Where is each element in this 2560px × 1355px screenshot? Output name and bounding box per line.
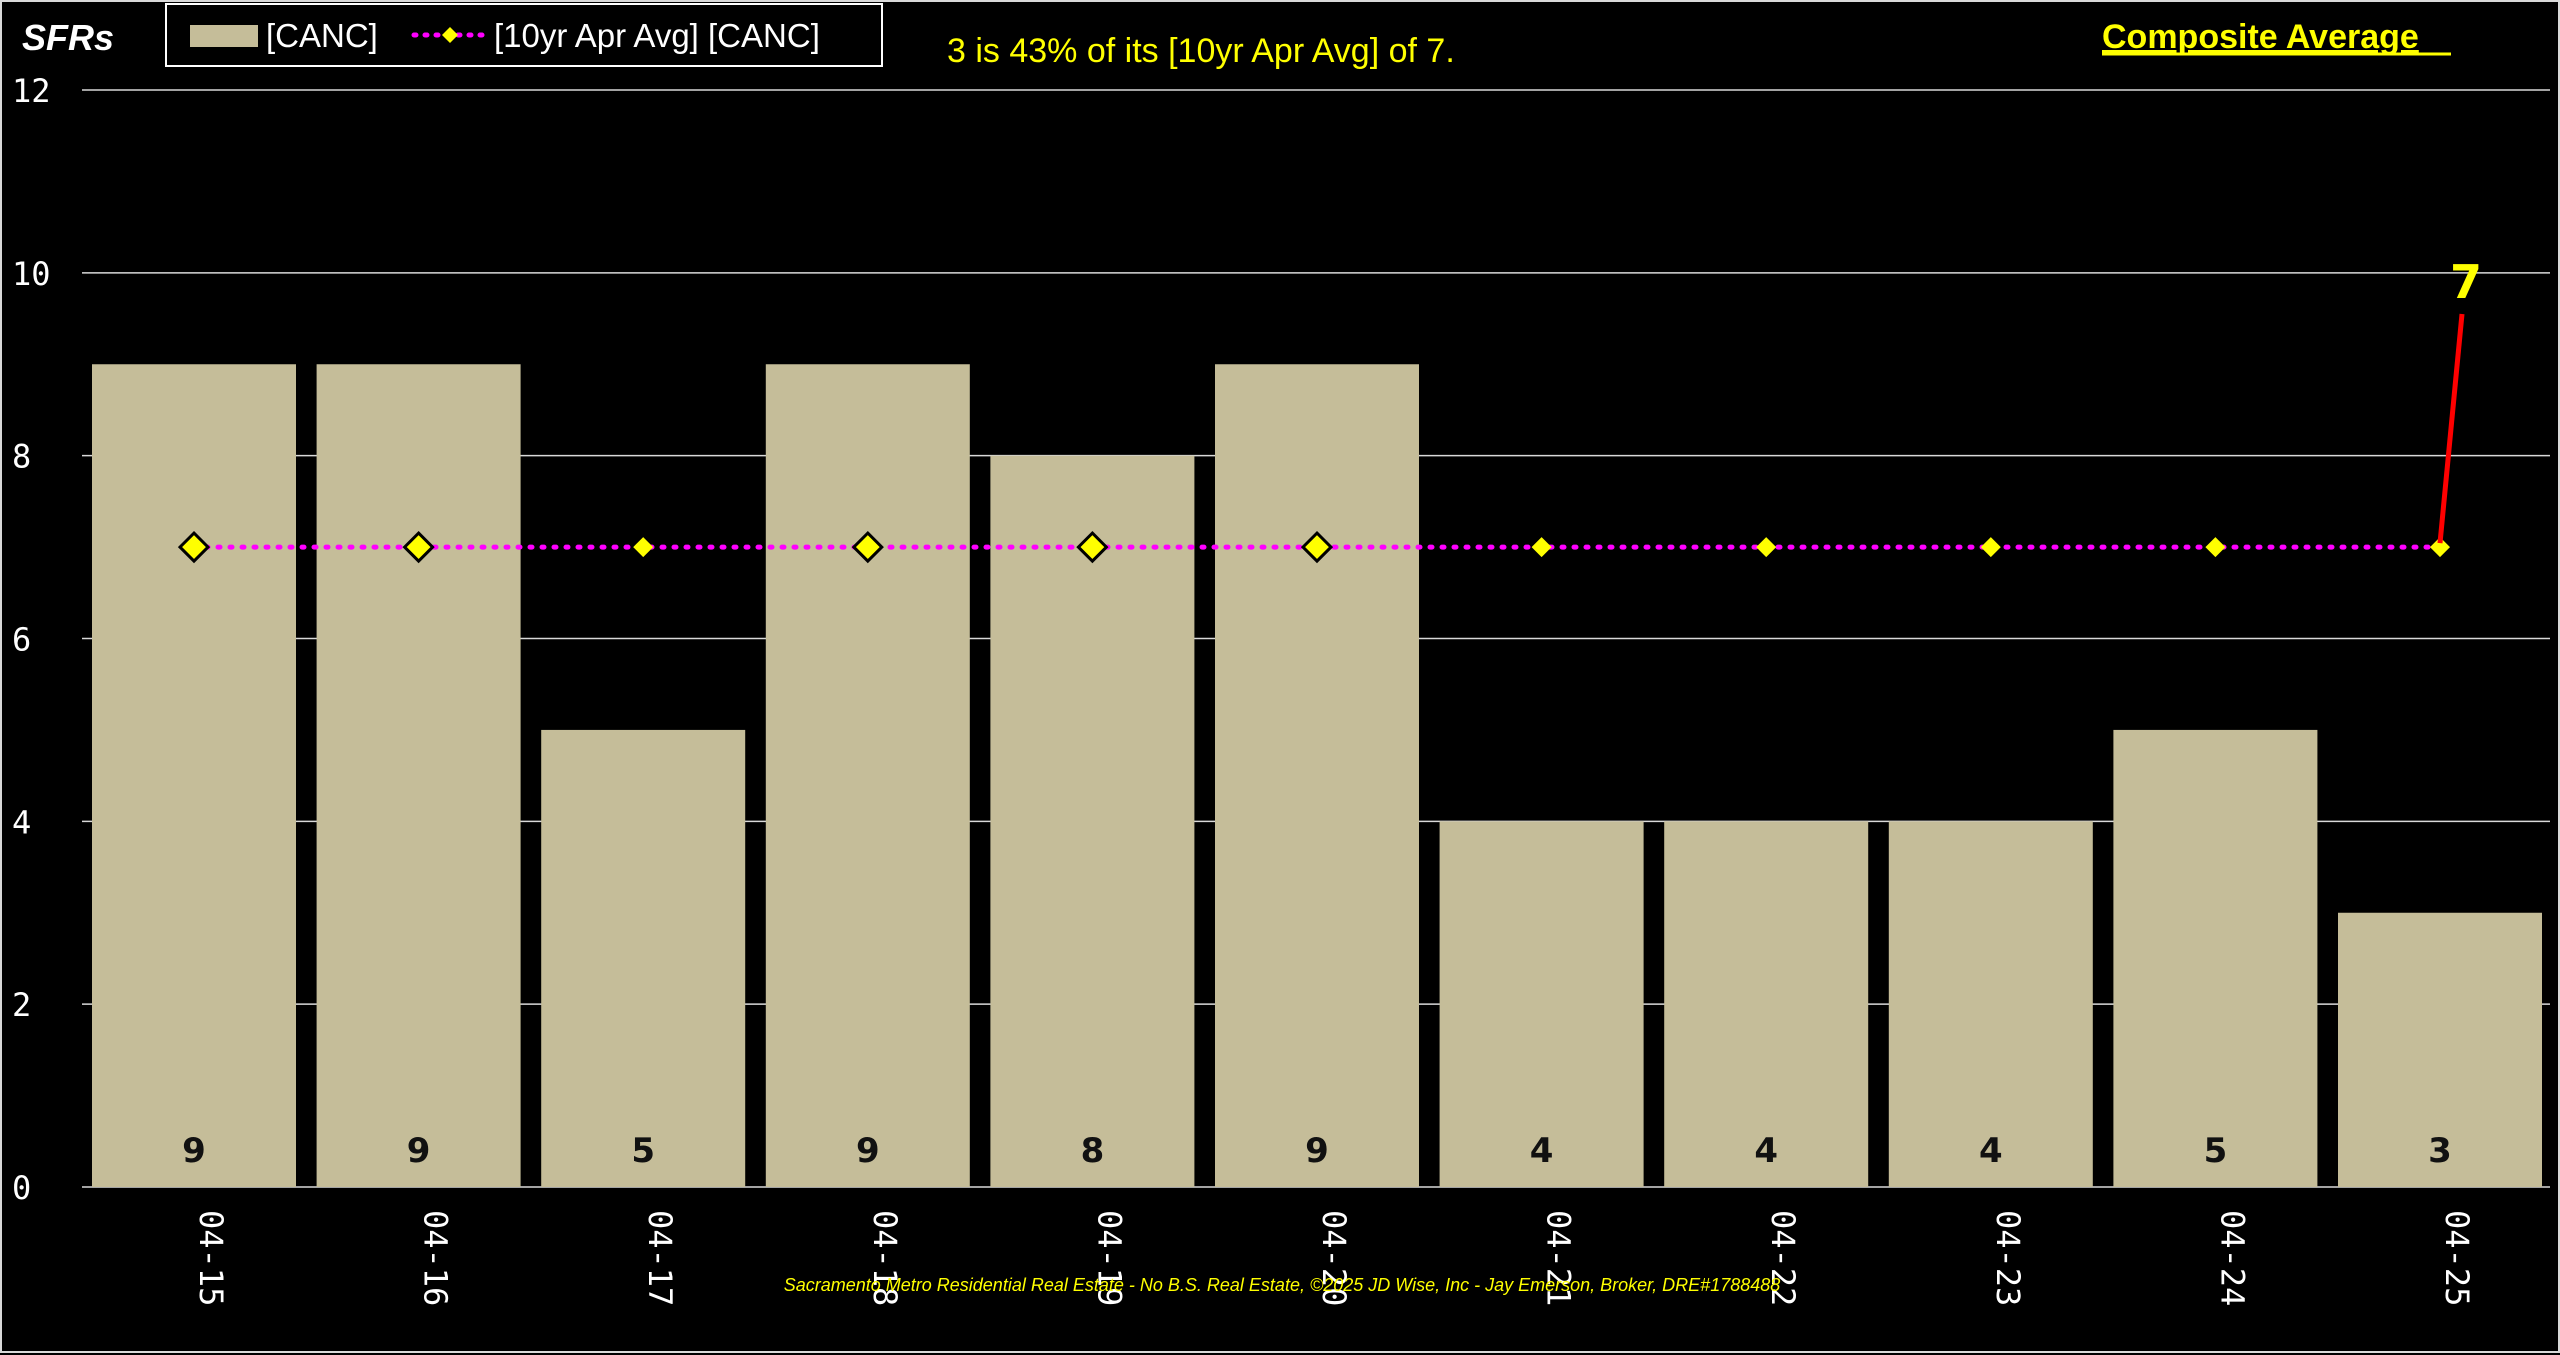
bar [541,729,746,1187]
avg-marker [851,530,884,564]
bar [1439,821,1644,1187]
x-tick-label: 04-21 [1540,1210,1578,1306]
y-tick-label: 4 [12,803,31,841]
x-tick-label: 04-23 [1989,1210,2027,1306]
avg-marker [1756,537,1777,558]
x-tick-label: 04-22 [1764,1210,1802,1306]
x-tick-label: 04-25 [2438,1210,2476,1306]
y-tick-label: 0 [12,1169,31,1207]
avg-marker [1300,530,1334,564]
bar-value-label: 4 [1530,1131,1554,1171]
avg-marker [633,537,654,558]
bar [1664,821,1869,1187]
bar-value-label: 5 [631,1131,655,1171]
x-tick-label: 04-18 [866,1210,904,1306]
bar [1215,364,1419,1187]
y-tick-label: 12 [12,72,51,110]
bar-value-label: 5 [2204,1131,2228,1171]
bar-value-label: 3 [2428,1131,2452,1171]
y-tick-label: 6 [12,621,31,659]
x-tick-label: 04-19 [1090,1210,1128,1306]
bar-value-label: 9 [1305,1131,1329,1171]
avg-marker [402,530,435,564]
callout-label: 7 [2450,255,2482,309]
x-tick-label: 04-15 [192,1210,230,1306]
bar-value-label: 9 [182,1131,206,1171]
x-tick-label: 04-16 [417,1210,455,1306]
bar [1888,821,2093,1187]
avg-marker [177,530,211,564]
legend-label-avg: [10yr Apr Avg] [CANC] [494,17,820,54]
bar-value-label: 9 [407,1131,431,1171]
avg-marker [2430,537,2450,558]
callout-pointer-line [2437,313,2465,544]
bar [990,455,1195,1188]
avg-marker [1076,530,1109,564]
legend: [CANC] [10yr Apr Avg] [CANC] [165,3,883,67]
bar [2113,729,2318,1187]
bar-value-label: 4 [1754,1131,1778,1171]
x-tick-label: 04-17 [641,1210,679,1306]
y-tick-label: 10 [12,255,51,293]
bar-value-label: 4 [1979,1131,2003,1171]
legend-swatch-canc [190,25,258,47]
bar [2338,912,2542,1187]
bar [765,364,970,1187]
x-tick-label: 04-24 [2213,1210,2251,1306]
composite-average-link[interactable]: Composite Average [2102,18,2419,56]
bar [92,364,296,1187]
y-tick-label: 2 [12,986,31,1024]
bar [316,364,521,1187]
bar-value-label: 9 [856,1131,880,1171]
avg-marker [1980,537,2001,558]
footer-credit: Sacramento Metro Residential Real Estate… [784,1275,1781,1295]
x-tick-label: 04-20 [1315,1210,1353,1306]
avg-marker [1531,537,1552,558]
legend-box [165,3,883,67]
bar-value-label: 8 [1081,1131,1105,1171]
y-axis-label: SFRs [22,17,114,58]
avg-marker [2205,537,2226,558]
legend-swatch-avg-marker [442,27,458,43]
legend-label-canc: [CANC] [266,17,378,54]
y-tick-label: 8 [12,438,31,476]
summary-text: 3 is 43% of its [10yr Apr Avg] of 7. [947,32,1455,70]
